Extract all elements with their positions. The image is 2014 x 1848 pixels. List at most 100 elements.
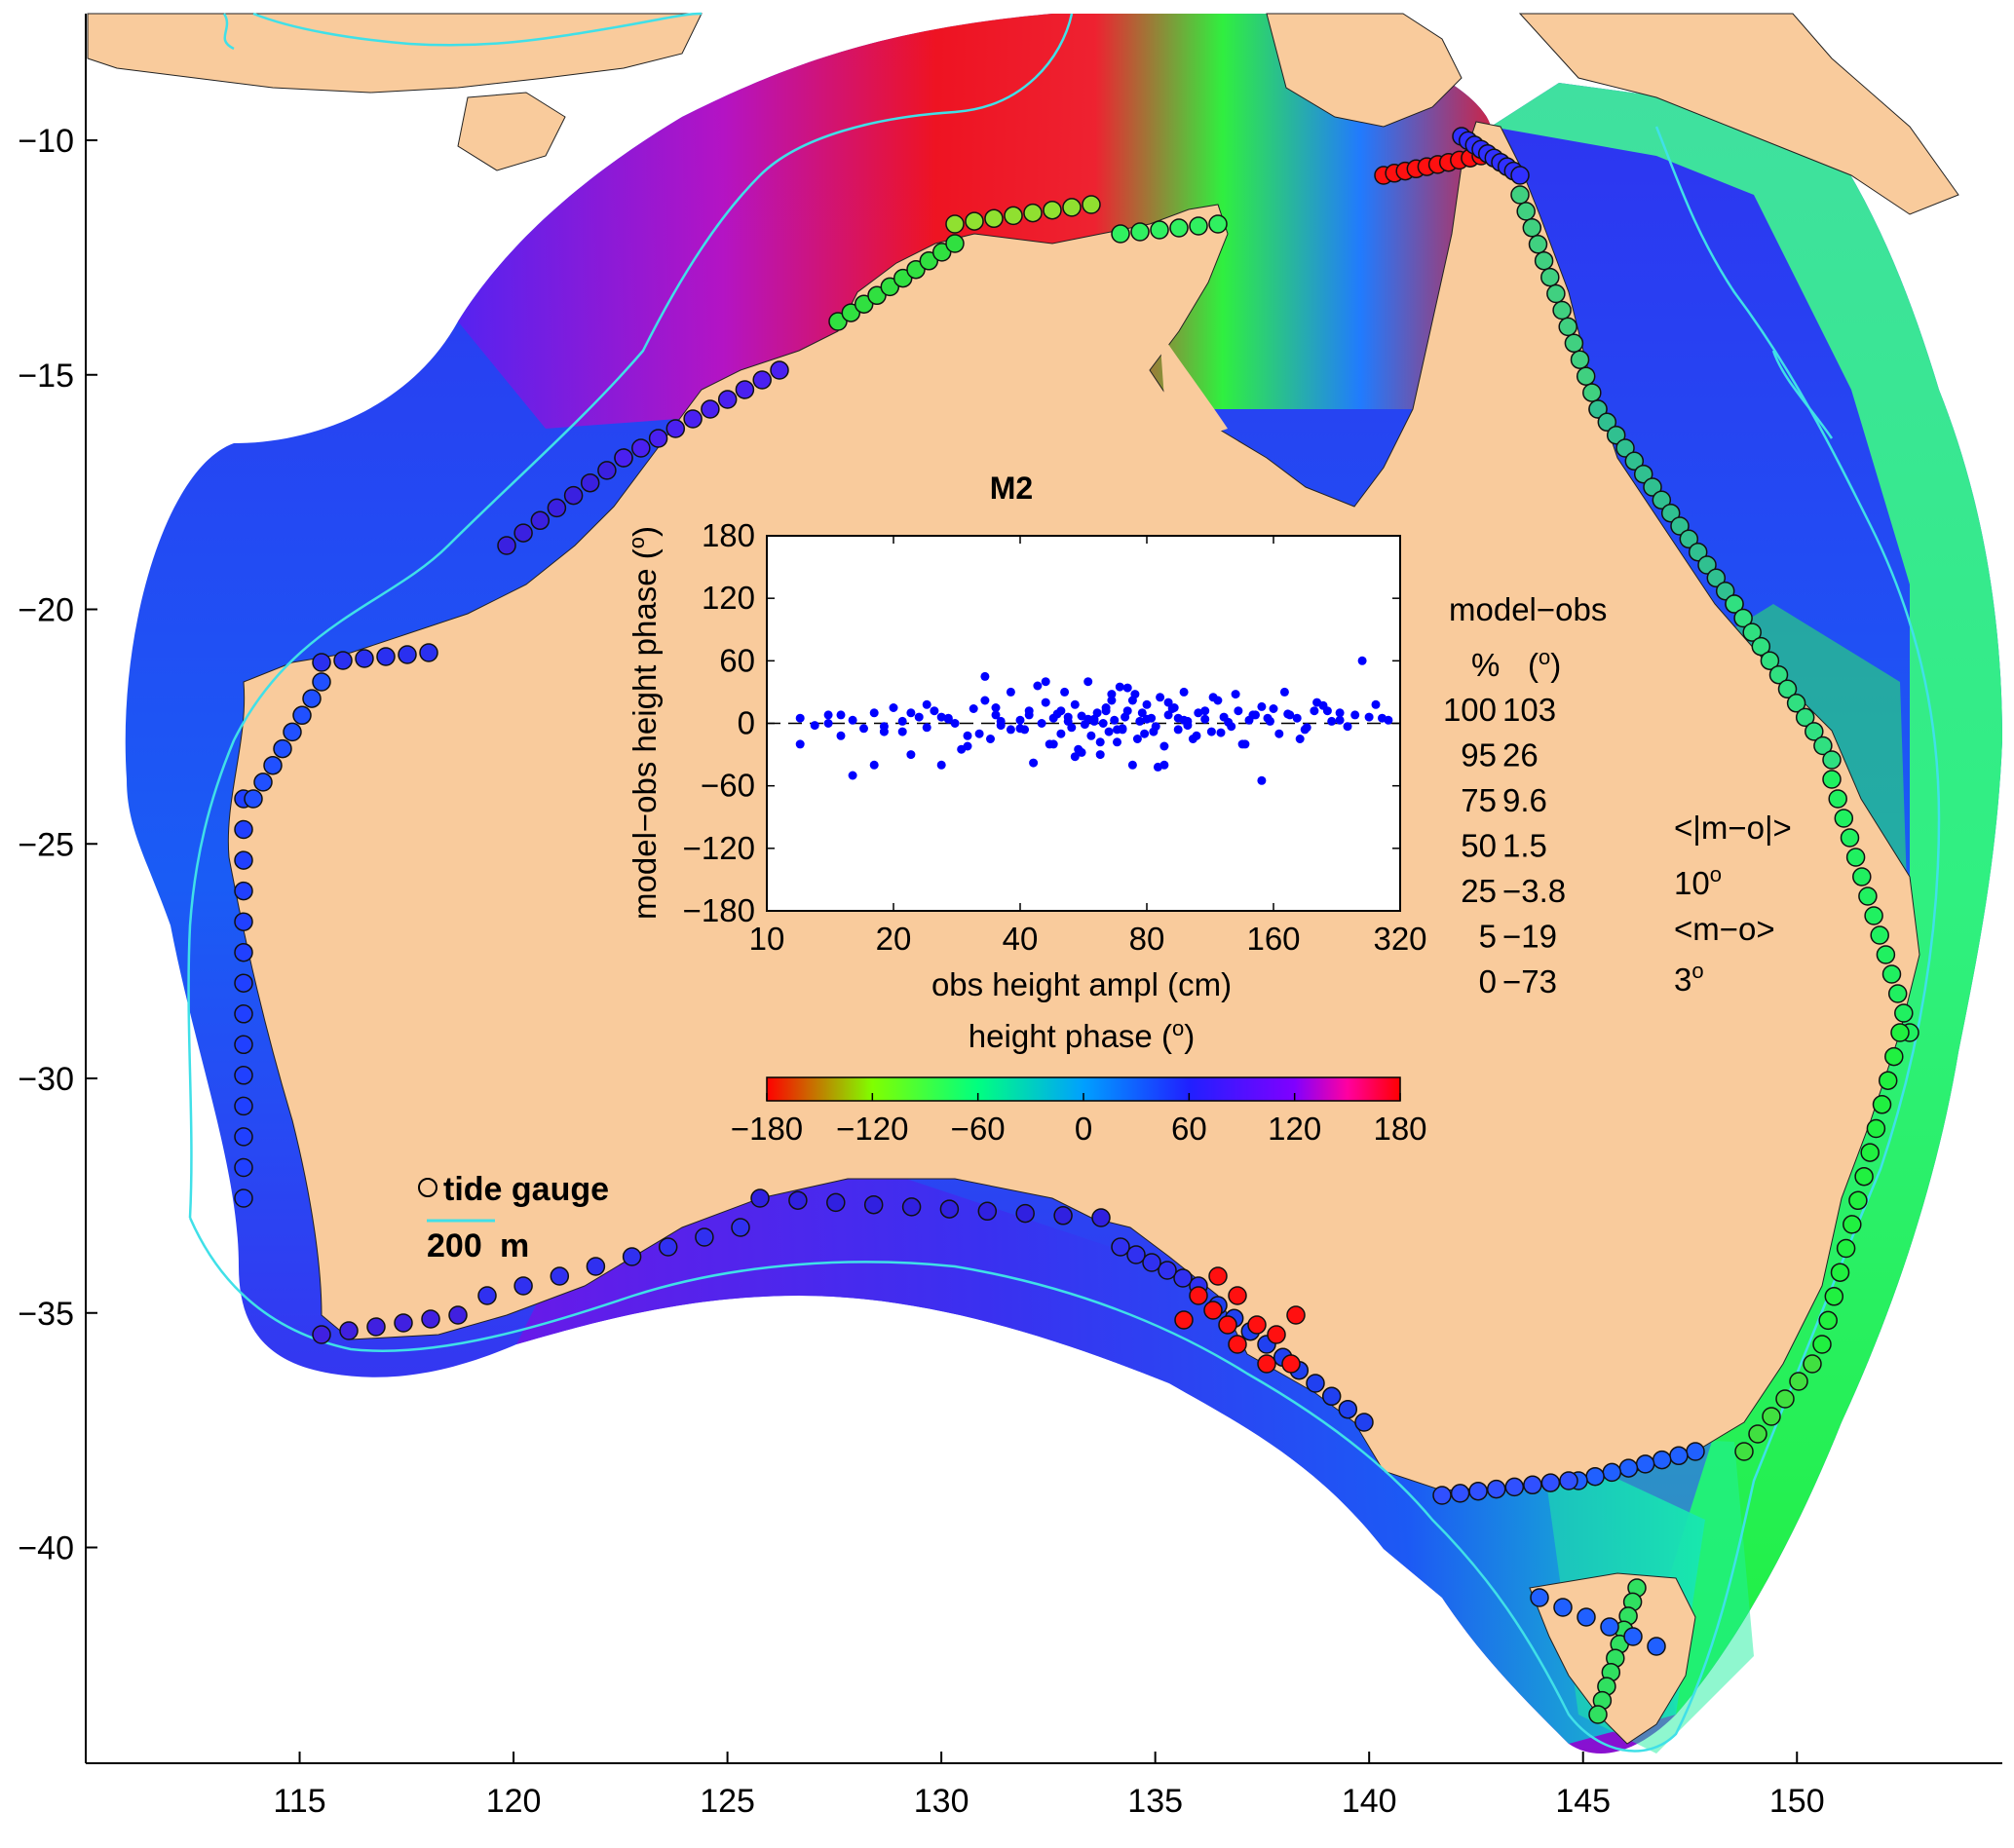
- tide-gauge: [1890, 1023, 1910, 1042]
- scatter-point: [1335, 708, 1345, 718]
- stats-pct: 100: [1443, 692, 1497, 728]
- scatter-point: [1067, 723, 1077, 733]
- scatter-point: [1169, 703, 1179, 712]
- scatter-point: [1070, 699, 1080, 709]
- tide-gauge: [1281, 1354, 1301, 1374]
- scatter-point: [1179, 687, 1189, 697]
- tide-gauge: [1872, 1095, 1892, 1114]
- tide-gauge: [263, 755, 283, 775]
- colorbar-title-sup: o: [1172, 1016, 1184, 1040]
- scatter-point: [1378, 713, 1387, 723]
- tide-gauge: [1768, 664, 1789, 685]
- tide-gauge: [497, 536, 516, 555]
- tide-gauge: [1866, 1118, 1886, 1139]
- tide-gauge: [1742, 622, 1762, 642]
- scatter-point: [1122, 706, 1132, 716]
- inset-y-tick-label: 60: [719, 642, 755, 678]
- scatter-point: [1015, 715, 1025, 725]
- scatter-point: [1077, 747, 1086, 757]
- tide-gauge: [1570, 350, 1590, 369]
- tide-gauge: [939, 1199, 960, 1219]
- tide-gauge: [863, 1194, 884, 1215]
- scatter-point: [1127, 696, 1137, 705]
- inset-x-tick-label: 10: [749, 921, 785, 957]
- scatter-point: [986, 735, 995, 743]
- scatter-point: [1357, 656, 1367, 665]
- tide-gauge: [1354, 1413, 1374, 1432]
- tide-gauge: [1247, 1315, 1267, 1335]
- scatter-point: [1142, 699, 1152, 709]
- scatter-point: [1092, 708, 1102, 718]
- tide-gauge: [614, 448, 633, 468]
- tide-gauge: [597, 461, 617, 480]
- scatter-point: [869, 760, 879, 770]
- colorbar-tick-label: 0: [1075, 1111, 1092, 1147]
- legend-contour-value: 200: [427, 1227, 482, 1264]
- tide-gauge: [1228, 1335, 1247, 1354]
- tide-gauge: [477, 1286, 497, 1305]
- tide-gauge: [750, 1188, 770, 1208]
- scatter-point: [943, 714, 953, 724]
- legend-gauge-label: tide gauge: [443, 1171, 609, 1208]
- scatter-point: [922, 723, 931, 733]
- tide-gauge: [1679, 529, 1699, 549]
- tide-gauge: [253, 773, 273, 792]
- tide-gauge: [1091, 1208, 1111, 1227]
- tide-gauge: [1523, 1475, 1542, 1495]
- tide-gauge: [234, 1157, 253, 1178]
- scatter-point: [848, 715, 857, 725]
- scatter-point: [1163, 710, 1173, 720]
- scatter-point: [1104, 727, 1114, 736]
- tide-gauge: [1858, 886, 1878, 906]
- tide-gauge: [1004, 206, 1023, 226]
- tide-gauge: [1577, 1607, 1596, 1627]
- tide-gauge: [586, 1257, 606, 1276]
- scatter-point: [1194, 708, 1203, 718]
- tide-gauge: [854, 294, 874, 314]
- scatter-point: [1279, 687, 1289, 697]
- tide-gauge: [1803, 1354, 1822, 1374]
- tide-gauge: [1486, 1479, 1506, 1499]
- scatter-point: [836, 731, 846, 740]
- mean-stats: <|m−o|> 10o <m−o> 3o: [1674, 810, 1792, 998]
- stats-pct: 25: [1461, 873, 1497, 909]
- tide-gauge: [394, 1313, 413, 1333]
- inset-ylabel-sup: o: [625, 537, 649, 548]
- stats-pct: 75: [1461, 782, 1497, 818]
- tide-gauge: [1789, 1372, 1808, 1391]
- tide-gauge: [1878, 1071, 1898, 1090]
- scatter-point: [1101, 706, 1111, 716]
- scatter-point: [1274, 729, 1284, 738]
- tide-gauge: [1468, 1481, 1488, 1501]
- scatter-point: [950, 719, 960, 728]
- scatter-point: [1132, 735, 1142, 743]
- tide-gauge: [826, 1192, 846, 1213]
- stats-pct: 5: [1479, 919, 1497, 955]
- y-tick-label: −15: [18, 358, 74, 395]
- y-tick-label: −30: [18, 1061, 74, 1098]
- scatter-point: [1310, 706, 1319, 716]
- tide-gauge: [695, 1227, 714, 1247]
- tide-gauge: [1228, 1286, 1247, 1305]
- inset-ylabel-close: ): [627, 526, 663, 537]
- colorbar-ticks: −180 −120 −60 0 60 120 180: [731, 1093, 1427, 1147]
- tide-gauge: [752, 370, 772, 390]
- tide-gauge-markers: [234, 127, 1919, 1724]
- scatter-point: [1364, 712, 1374, 722]
- scatter-point: [1113, 737, 1121, 747]
- tide-gauge: [1257, 1354, 1276, 1374]
- mean-abs-degree: o: [1710, 862, 1722, 886]
- map-x-axis: 115 120 125 130 135 140 145 150: [273, 1752, 1825, 1820]
- tide-gauge: [731, 1218, 750, 1237]
- tide-gauge: [1169, 218, 1189, 238]
- scatter-point: [1300, 725, 1310, 735]
- tide-gauge: [1751, 636, 1771, 657]
- scatter-point: [957, 744, 967, 754]
- scatter-point: [1263, 713, 1273, 723]
- stats-pct: 50: [1461, 828, 1497, 864]
- tide-gauge: [1647, 1637, 1666, 1656]
- scatter-point: [1244, 715, 1254, 725]
- tide-gauge: [1635, 1454, 1655, 1474]
